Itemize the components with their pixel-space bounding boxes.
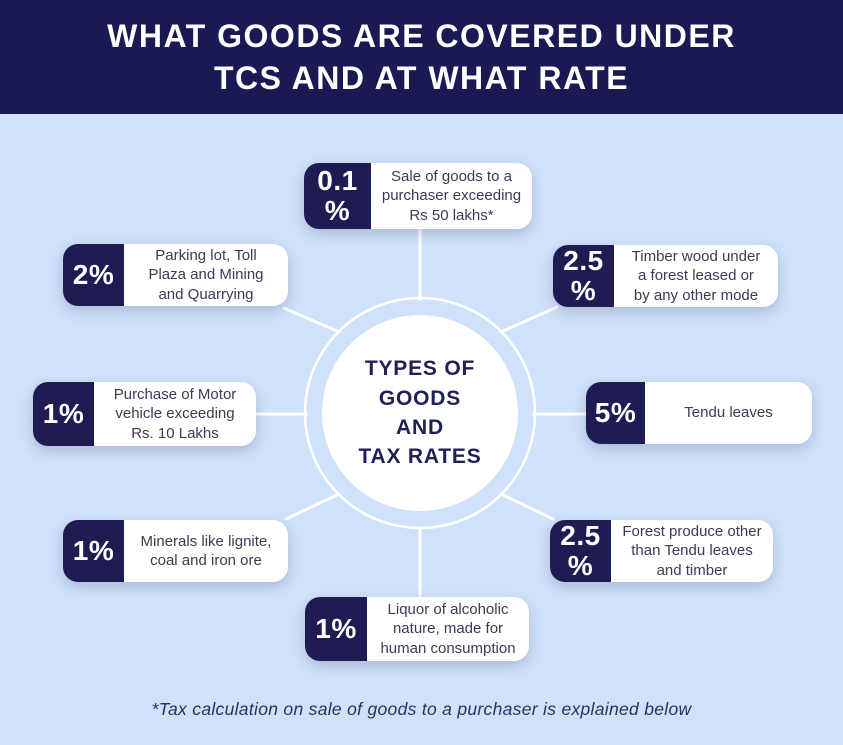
goods-description: Tendu leaves [684, 404, 773, 422]
tcs-item-lower-right: 2.5 % Forest produce other than Tendu le… [550, 520, 773, 582]
diagram-area: TYPES OF GOODS AND TAX RATES 0.1 % Sale … [0, 114, 843, 745]
goods-description: Purchase of Motor vehicle exceeding Rs. … [113, 386, 237, 442]
center-circle [322, 315, 518, 511]
goods-description: Timber wood under a forest leased or by … [631, 248, 761, 304]
tcs-item-left: 1% Purchase of Motor vehicle exceeding R… [33, 382, 256, 446]
goods-description: Parking lot, Toll Plaza and Mining and Q… [148, 247, 264, 303]
tcs-item-top: 0.1 % Sale of goods to a purchaser excee… [304, 163, 532, 229]
tax-rate-badge: 1% [305, 597, 367, 661]
tcs-item-upper-right: 2.5 % Timber wood under a forest leased … [553, 245, 778, 307]
goods-description: Liquor of alcoholic nature, made for hum… [380, 601, 516, 657]
tcs-item-upper-left: 2% Parking lot, Toll Plaza and Mining an… [63, 244, 288, 306]
tax-rate-badge: 2.5 % [550, 520, 611, 582]
header-banner: WHAT GOODS ARE COVERED UNDER TCS AND AT … [0, 0, 843, 114]
connector-lines [254, 227, 587, 599]
page-title: WHAT GOODS ARE COVERED UNDER TCS AND AT … [107, 17, 736, 96]
tcs-item-right: 5% Tendu leaves [586, 382, 812, 444]
goods-description: Forest produce other than Tendu leaves a… [622, 523, 762, 579]
goods-description: Sale of goods to a purchaser exceeding R… [381, 168, 522, 224]
connector-upper-left [282, 306, 341, 334]
connector-lower-left [284, 492, 341, 521]
radial-diagram-graphics [254, 227, 587, 599]
tax-rate-badge: 5% [586, 382, 645, 444]
connector-lower-right [499, 492, 555, 521]
goods-description: Minerals like lignite, coal and iron ore [140, 532, 272, 569]
tax-rate-badge: 2% [63, 244, 124, 306]
tax-rate-badge: 1% [63, 520, 124, 582]
tax-rate-badge: 2.5 % [553, 245, 614, 307]
tcs-item-bottom: 1% Liquor of alcoholic nature, made for … [305, 597, 529, 661]
center-title: TYPES OF GOODS AND TAX RATES [358, 357, 482, 469]
tax-rate-badge: 0.1 % [304, 163, 371, 229]
footnote-text: *Tax calculation on sale of goods to a p… [151, 699, 692, 719]
tax-rate-badge: 1% [33, 382, 94, 446]
connector-upper-right [499, 305, 559, 334]
tcs-item-lower-left: 1% Minerals like lignite, coal and iron … [63, 520, 288, 582]
